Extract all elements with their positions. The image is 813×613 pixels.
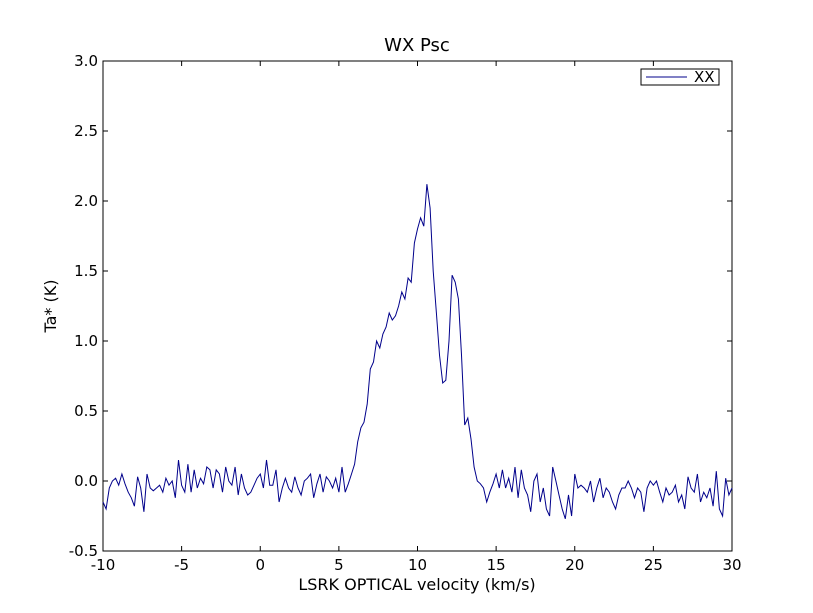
x-tick-label: 10 — [408, 556, 427, 574]
y-tick-label: 0.0 — [74, 472, 98, 490]
x-tick-label: 20 — [565, 556, 584, 574]
legend-label: XX — [694, 68, 715, 86]
x-tick-label: 30 — [722, 556, 741, 574]
plot-area: -10 -5 0 5 10 15 20 25 30 -0.5 0.0 0.5 1.0 1.5 2.0 2.5 3… — [69, 52, 742, 574]
plot-frame — [102, 60, 733, 552]
y-tick-label: -0.5 — [69, 542, 98, 560]
y-tick-label: 2.5 — [74, 122, 98, 140]
chart-title: WX Psc — [384, 35, 450, 56]
x-tick-label: -10 — [91, 556, 116, 574]
x-tick-label: 5 — [334, 556, 344, 574]
series-line-xx — [102, 184, 733, 519]
y-tick-label: 1.0 — [74, 332, 98, 350]
x-axis-label: LSRK OPTICAL velocity (km/s) — [298, 575, 535, 594]
y-tick-label: 1.5 — [74, 262, 98, 280]
y-axis-label: Ta* (K) — [41, 280, 60, 334]
x-tick-label: 15 — [487, 556, 506, 574]
x-tick-label: 0 — [255, 556, 265, 574]
y-tick-label: 3.0 — [74, 52, 98, 70]
x-tick-label: -5 — [174, 556, 189, 574]
x-tick-label: 25 — [644, 556, 663, 574]
y-tick-label: 2.0 — [74, 192, 98, 210]
y-tick-label: 0.5 — [74, 402, 98, 420]
